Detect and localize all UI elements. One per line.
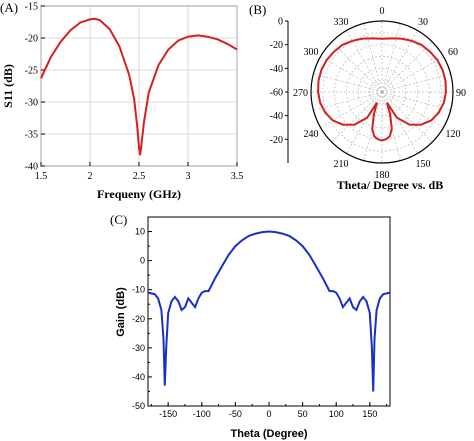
panel-c-xtick-label: 0 [266,409,271,419]
panel-b-label: (B) [249,2,266,17]
panel-b-angle-label: 60 [448,47,458,58]
panel-c-label: (C) [110,212,127,227]
panel-b-pattern-line [317,37,447,142]
panel-b-radial-label: 0 [278,17,283,28]
panel-b-angle-label: 330 [334,17,349,28]
panel-c-ytick-label: 0 [140,256,145,266]
panel-b-radial-label: -60 [270,88,283,99]
panel-c-ytick-label: -30 [132,343,145,353]
panel-a-ytick-label: -40 [25,162,38,173]
panel-a-xtick-label: 1.5 [35,171,48,182]
panel-c-xtick-label: -150 [159,409,177,419]
panel-c-xtick-label: 50 [298,409,308,419]
panel-b-ring [357,67,407,117]
panel-b-polar-plot: (B) 0 30 60 90 120 150 180 210 240 270 300 330 0 -20… [249,2,466,192]
panel-c-xtick-label: 100 [329,409,344,419]
panel-b-ring [334,44,430,140]
panel-b-angle-label: 30 [418,17,428,28]
panel-a-xtick-label: 2.5 [133,171,146,182]
panel-b-angle-label: 240 [303,129,318,140]
panel-a-ytick-label: -35 [25,130,38,141]
panel-a-ticks: 1.5 2 2.5 3 3.5 -15 -20 -25 -30 -35 -40 [25,2,244,183]
panel-c-ylabel: Gain (dB) [115,287,127,337]
panel-b-ring [346,56,418,128]
panel-a-ylabel: S11 (dB) [1,64,15,108]
panel-a-xtick-label: 3 [186,171,191,182]
panel-c-xtick-label: 150 [362,409,377,419]
panel-c-xlabel: Theta (Degree) [230,428,307,440]
panel-b-angle-label: 300 [303,47,318,58]
panel-a-grid [40,5,238,167]
panel-b-angle-label: 210 [334,159,349,170]
panel-b-angle-label: 0 [380,6,385,17]
panel-b-angle-labels: 0 30 60 90 120 150 180 210 240 270 300 330 [293,6,466,181]
panel-b-radial-label: -40 [270,64,283,75]
panel-b-radial-label: -20 [270,40,283,51]
panel-a-label: (A) [0,0,18,15]
panel-b-angle-label: 180 [375,170,390,181]
panel-b-angle-label: 150 [416,159,431,170]
panel-b-xlabel: Theta/ Degree vs. dB [337,178,443,192]
panel-b-radial-label: -40 [270,111,283,122]
panel-c-ytick-label: -40 [132,372,145,382]
panel-a-s11-line [40,17,238,156]
panel-b-ring [369,79,395,105]
panel-a-s11-plot: (A) 1.5 2 2.5 3 3.5 -15 -20 -25 -30 -35 -40 Freque… [0,0,243,201]
panel-c-xtick-label: -50 [229,409,242,419]
panel-c-xtick-label: -100 [193,409,211,419]
panel-a-xtick-label: 2 [88,171,93,182]
panel-b-angle-label: 270 [293,88,308,99]
panel-b-radial-labels: 0 -20 -40 -60 -40 -20 [270,17,289,163]
panel-c-plot-area [147,216,391,407]
panel-c-ytick-label: 10 [135,227,145,237]
panel-b-radial-label: -20 [270,135,283,146]
panel-c-ytick-label: -50 [132,401,145,411]
panel-c-gain-line [147,230,391,392]
panel-b-angle-label: 120 [446,129,461,140]
panel-a-ytick-label: -30 [25,98,38,109]
panel-c-ytick-label: -10 [132,285,145,295]
panel-a-ytick-label: -20 [25,34,38,45]
panel-a-xlabel: Frequeny (GHz) [97,187,181,201]
panel-b-angle-label: 90 [456,88,466,99]
panel-a-ytick-label: -25 [25,66,38,77]
panel-b-grid [310,20,454,164]
panel-c-ytick-label: -20 [132,314,145,324]
panel-a-xtick-label: 3.5 [231,171,244,182]
panel-b-ring [322,32,442,152]
panel-a-ytick-label: -15 [25,2,38,13]
panel-c-gain-plot: (C) -150 -100 -50 0 50 100 150100-10-20-30-40-… [110,212,391,440]
